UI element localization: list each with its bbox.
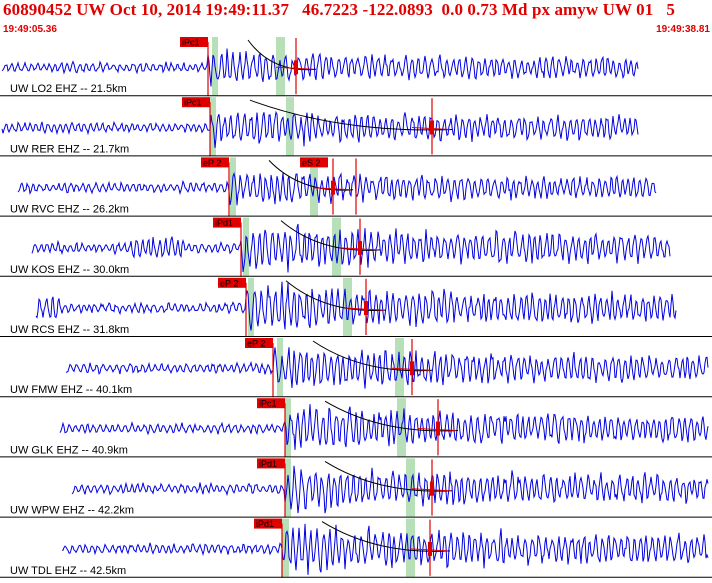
station-label: UW LO2 EHZ -- 21.5km xyxy=(10,83,127,95)
coda-decay-curve xyxy=(312,340,433,372)
pick-label-box xyxy=(182,97,210,108)
waveform-trace xyxy=(65,347,709,389)
pick-window-band xyxy=(248,277,254,336)
s-pick-marker xyxy=(430,481,434,496)
event-title: 60890452 UW Oct 10, 2014 19:49:11.37 46.… xyxy=(3,0,676,19)
s-pick-marker xyxy=(436,421,440,436)
event-header: 60890452 UW Oct 10, 2014 19:49:11.37 46.… xyxy=(0,0,712,36)
pick-label[interactable]: iPd1 xyxy=(213,217,241,229)
pick-window-band xyxy=(343,277,352,336)
pick-label[interactable]: iPc1 xyxy=(180,37,208,48)
pick-label-box xyxy=(213,217,241,228)
station-label: UW TDL EHZ -- 42.5km xyxy=(10,565,126,577)
pick-label-text: eP 2 xyxy=(203,158,221,168)
station-label: UW GLK EHZ -- 40.9km xyxy=(10,444,128,456)
pick-window-band xyxy=(277,338,283,397)
s-pick-marker xyxy=(428,541,432,556)
pick-window-band xyxy=(332,217,341,276)
pick-label-text: iPd1 xyxy=(215,218,233,228)
pick-label-box xyxy=(201,157,229,168)
station-label: UW RCS EHZ -- 31.8km xyxy=(10,324,129,336)
seismogram-traces[interactable]: iPc1 UW LO2 EHZ -- 21.5km iPc1 UW RER EHZ -… xyxy=(0,36,712,578)
pick-label[interactable]: eP 2 xyxy=(245,338,273,349)
s-pick-marker xyxy=(331,180,335,195)
coda-decay-curve xyxy=(280,220,381,251)
pick-window-band xyxy=(406,458,415,517)
pick-label-box xyxy=(254,518,282,529)
station-label: UW KOS EHZ -- 30.0km xyxy=(10,264,129,276)
pick-window-band xyxy=(285,398,291,457)
pick-label-box xyxy=(300,157,328,168)
coda-decay-curve xyxy=(249,99,453,131)
station-label: UW RVC EHZ -- 26.2km xyxy=(10,204,129,216)
waveform-trace xyxy=(59,404,709,450)
s-pick-marker xyxy=(294,60,298,75)
waveform-trace xyxy=(1,110,639,148)
station-label: UW FMW EHZ -- 40.1km xyxy=(10,384,132,396)
station-label: UW WPW EHZ -- 42.2km xyxy=(10,505,134,517)
pick-label[interactable]: eP 2 xyxy=(201,157,229,168)
coda-decay-curve xyxy=(247,39,317,71)
pick-label-text: iPd1 xyxy=(259,459,277,469)
pick-label-box xyxy=(218,277,246,288)
coda-decay-curve xyxy=(324,400,459,432)
s-pick-marker xyxy=(358,240,362,255)
pick-label-box xyxy=(180,37,208,47)
pick-label-text: iPc1 xyxy=(184,98,202,108)
waveform-trace xyxy=(35,281,677,331)
coda-decay-curve xyxy=(321,521,451,552)
pick-label[interactable]: eP 2 xyxy=(218,277,246,289)
pick-label[interactable]: iPc1 xyxy=(257,398,285,409)
start-time-label: 19:49:05.36 xyxy=(3,24,57,35)
pick-label-box xyxy=(257,398,285,409)
waveform-trace xyxy=(1,48,639,87)
pick-window-band xyxy=(285,458,291,517)
pick-label-box xyxy=(245,338,273,348)
pick-label-text: eS 2 xyxy=(302,158,321,168)
s-pick-marker xyxy=(410,361,414,376)
pick-label-text: iPd1 xyxy=(256,519,274,529)
pick-label[interactable]: iPc1 xyxy=(182,97,210,108)
waveform-trace xyxy=(17,171,657,206)
pick-label[interactable]: iPd1 xyxy=(254,518,282,530)
pick-label-text: eP 2 xyxy=(247,339,265,349)
pick-label-text: iPc1 xyxy=(259,399,277,409)
seismogram-panel: iPc1 UW LO2 EHZ -- 21.5km iPc1 UW RER EHZ -… xyxy=(0,36,712,578)
end-time-label: 19:49:38.81 xyxy=(656,24,710,35)
station-label: UW RER EHZ -- 21.7km xyxy=(10,143,129,155)
pick-window-band xyxy=(286,97,294,156)
pick-window-band xyxy=(230,157,236,216)
s-pick-marker xyxy=(430,120,434,135)
coda-decay-curve xyxy=(285,280,387,312)
s-pick-marker xyxy=(364,301,368,316)
coda-decay-curve xyxy=(324,460,453,492)
pick-label[interactable]: eS 2 xyxy=(300,157,328,168)
coda-decay-curve xyxy=(268,160,354,191)
waveform-trace xyxy=(62,523,709,575)
pick-label-text: eP 2 xyxy=(220,278,238,288)
pick-label-text: iPc1 xyxy=(182,38,200,48)
pick-label-box xyxy=(257,458,285,469)
waveform-trace xyxy=(71,465,709,514)
pick-label[interactable]: iPd1 xyxy=(257,458,285,469)
